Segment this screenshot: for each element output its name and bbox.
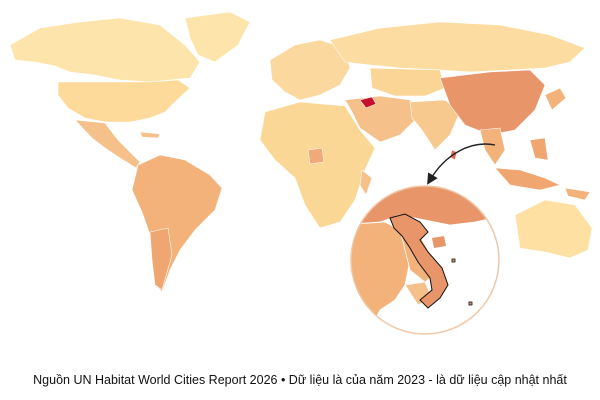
caption: Nguồn UN Habitat World Cities Report 202…: [33, 373, 567, 387]
pointer-arrow: [427, 143, 496, 185]
countries: [9, 11, 593, 293]
inset-map: [350, 185, 500, 335]
world-map: [9, 11, 593, 335]
